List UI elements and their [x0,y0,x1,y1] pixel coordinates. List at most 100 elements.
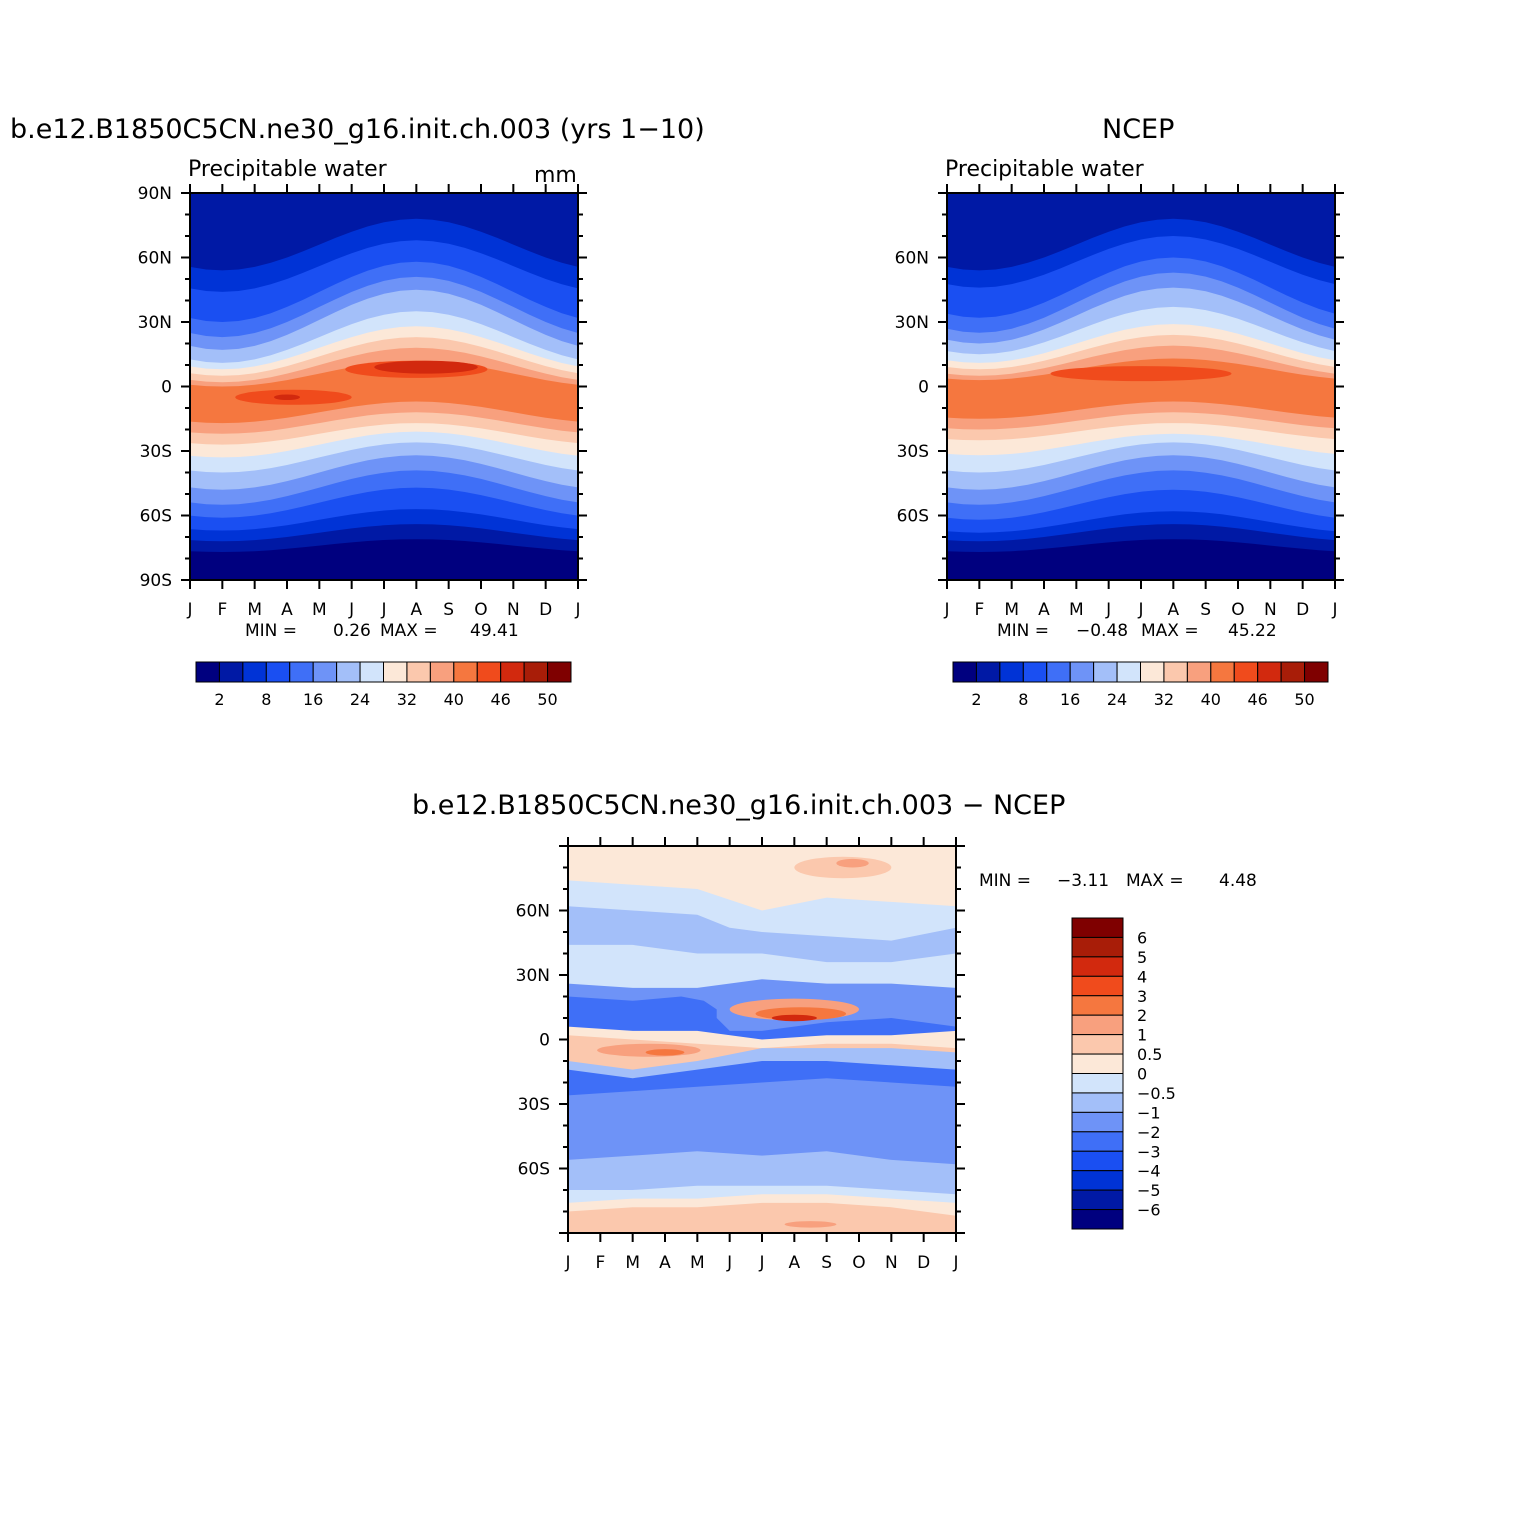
x-tick-label: M [625,1253,640,1273]
colorbar-label: −5 [1137,1181,1161,1200]
x-tick-label: M [690,1253,705,1273]
y-tick-label: 30S [140,442,172,462]
x-tick-label: F [974,600,984,620]
colorbar-label: 1 [1137,1026,1147,1045]
colorbar-box [1304,661,1329,683]
colorbar-box [242,661,267,683]
colorbar-label: 4 [1137,967,1147,986]
colorbar-box [500,661,525,683]
x-tick-label: J [186,600,192,620]
colorbar-box [1069,661,1095,683]
max-value-ncep: 45.22 [1228,621,1277,641]
contour-band [568,1202,956,1233]
contour-field-model [190,193,578,580]
colorbar-box [1071,1073,1124,1094]
contour-blob [597,1043,701,1057]
colorbar-box [1071,936,1124,958]
colorbar-label: 2 [1137,1006,1147,1025]
colorbar-label: 0 [1137,1065,1147,1084]
colorbar-label: 5 [1137,948,1147,967]
colorbar-box [1071,1131,1124,1152]
y-tick-label: 30N [138,313,172,333]
colorbar-box [1071,1092,1124,1113]
x-tick-label: J [952,1253,958,1273]
panel-ncep-subtitle: Precipitable water [945,157,1145,182]
colorbar-box [195,661,220,683]
contour-field-difference [568,846,956,1233]
colorbar-box [336,661,361,683]
colorbar-label: 24 [350,690,370,709]
colorbar-label: 16 [303,690,323,709]
colorbar-ncep: 2 8 16 24 32 40 46 50 [952,661,1329,709]
colorbar-box [453,661,478,683]
colorbar-label: 50 [537,690,557,709]
colorbar-label: 46 [491,690,511,709]
x-tick-label: M [312,600,327,620]
colorbar-box [1257,661,1282,683]
colorbar-box [999,661,1024,683]
colorbar-label: 40 [1201,690,1221,709]
x-tick-label: D [539,600,552,620]
colorbar-label: 0.5 [1137,1045,1162,1064]
y-tick-label: 60N [138,249,172,269]
contour-band [190,539,578,580]
colorbar-box [1071,956,1124,977]
colorbar-label: −1 [1137,1103,1161,1122]
y-tick-label: 30N [895,313,929,333]
colorbar-box [1071,1189,1124,1211]
colorbar-box [1116,661,1141,683]
colorbar-box [218,661,244,683]
colorbar-box [359,661,384,683]
y-tick-label: 90N [138,184,172,204]
y-tick-label: 30S [518,1095,550,1115]
x-tick-label: F [595,1253,605,1273]
max-value-model: 49.41 [470,621,519,641]
max-value-difference: 4.48 [1219,871,1257,891]
colorbar-box [289,661,314,683]
y-tick-label: 60N [516,902,550,922]
colorbar-label: 24 [1107,690,1127,709]
colorbar-box [476,661,502,683]
colorbar-label: 40 [444,690,464,709]
x-tick-label: S [1200,600,1211,620]
y-tick-label: 0 [539,1031,550,1051]
min-label-ncep: MIN = [997,621,1049,641]
contour-blob [274,394,300,401]
x-tick-label: M [1004,600,1019,620]
contour-blob [645,1049,685,1056]
colorbar-box [1093,661,1118,683]
panel-model-units: mm [534,163,577,188]
x-tick-label: J [726,1253,732,1273]
max-label-difference: MAX = [1126,871,1184,891]
x-tick-label: A [1038,600,1050,620]
colorbar-label: −2 [1137,1123,1161,1142]
colorbar-label: 8 [261,690,271,709]
colorbar-box [523,661,549,683]
colorbar-box [1046,661,1071,683]
x-tick-label: O [474,600,487,620]
colorbar-label: 2 [971,690,981,709]
contour-blob [836,858,869,868]
x-tick-label: J [943,600,949,620]
panel-difference: b.e12.B1850C5CN.ne30_g16.init.ch.003 − N… [412,790,1257,1273]
colorbar-box [1071,1209,1124,1230]
x-tick-label: O [852,1253,865,1273]
contour-blob [374,360,478,374]
colorbar-box [952,661,977,683]
x-tick-label: A [281,600,293,620]
colorbar-box [429,661,455,683]
colorbar-box [1022,661,1048,683]
colorbar-box [1071,1150,1124,1172]
colorbar-box [1071,1111,1124,1133]
x-tick-label: J [574,600,580,620]
min-value-model: 0.26 [333,621,371,641]
panel-model-subtitle: Precipitable water [188,157,388,182]
colorbar-box [1071,975,1124,997]
min-label-difference: MIN = [979,871,1031,891]
x-tick-label: S [821,1253,832,1273]
contour-blob [771,1014,817,1022]
y-tick-label: 60S [518,1160,550,1180]
colorbar-box [1140,661,1165,683]
